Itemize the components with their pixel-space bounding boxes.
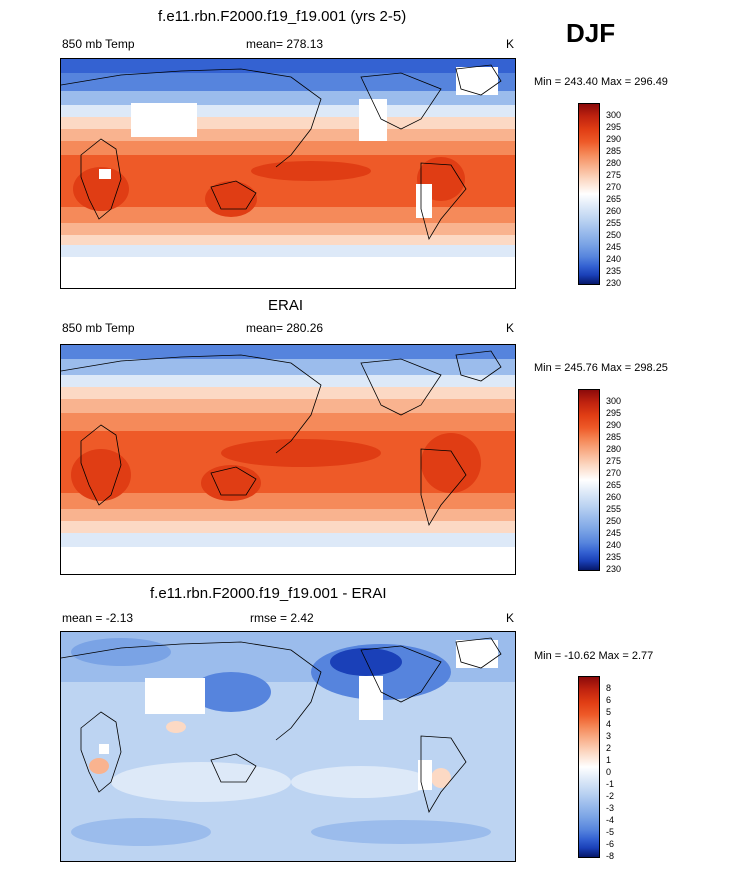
- panel-2-colorbar-scale: [578, 389, 600, 571]
- panel-1-mean-label: mean= 278.13: [246, 37, 324, 51]
- panel-2-colorbar-tick: 255: [606, 504, 622, 514]
- panel-2-colorbar-tick: 270: [606, 468, 622, 478]
- panel-3-colorbar-tick: 0: [606, 767, 612, 777]
- panel-3-colorbar-tick: -6: [606, 839, 615, 849]
- season-label: DJF: [566, 18, 616, 48]
- panel-2-units-label: K: [506, 321, 515, 335]
- panel-1-minmax-label: Min = 243.40 Max = 296.49: [534, 76, 668, 88]
- panel-3-colorbar-tick: -8: [606, 851, 615, 861]
- panel-3-colorbar-tick: 4: [606, 719, 612, 729]
- panel-3-colorbar-tick: 1: [606, 755, 612, 765]
- panel-1-colorbar-tick: 285: [606, 146, 622, 156]
- panel-1-map: [60, 58, 516, 289]
- panel-3-colorbar: 8 6 5 4 3 2 1 0 -1 -2 -3 -4 -5 -6 -8: [578, 676, 658, 861]
- panel-2-mean-label: mean= 280.26: [246, 321, 324, 335]
- panel-1-colorbar-scale: [578, 103, 600, 285]
- panel-2-minmax-label: Min = 245.76 Max = 298.25: [534, 362, 668, 374]
- panel-3-difference-field: [61, 632, 515, 861]
- panel-3-minmax-label: Min = -10.62 Max = 2.77: [534, 650, 654, 662]
- panel-2-colorbar-tick: 260: [606, 492, 622, 502]
- panel-1-colorbar-tick: 235: [606, 266, 622, 276]
- panel-1-colorbar-tick: 255: [606, 218, 622, 228]
- panel-3-colorbar-tick: -3: [606, 803, 615, 813]
- panel-1-colorbar-tick: 240: [606, 254, 622, 264]
- panel-1-colorbar-tick: 250: [606, 230, 622, 240]
- panel-1-units-label: K: [506, 37, 515, 51]
- panel-2-colorbar-tick: 280: [606, 444, 622, 454]
- panel-2-title: ERAI: [268, 297, 304, 314]
- panel-3-title: f.e11.rbn.F2000.f19_f19.001 - ERAI: [150, 585, 387, 602]
- panel-2-colorbar-tick: 290: [606, 420, 622, 430]
- panel-2-colorbar-tick: 235: [606, 552, 622, 562]
- panel-1-colorbar-tick: 265: [606, 194, 622, 204]
- panel-1-colorbar-tick: 280: [606, 158, 622, 168]
- panel-1-colorbar-tick: 230: [606, 278, 622, 288]
- panel-1-colorbar: 300 295 290 285 280 275 270 265 260 255 …: [578, 103, 658, 288]
- panel-3-colorbar-tick: 5: [606, 707, 612, 717]
- panel-3-colorbar-tick: -2: [606, 791, 615, 801]
- panel-2-temperature-field: [61, 345, 515, 574]
- panel-1-colorbar-tick: 260: [606, 206, 622, 216]
- panel-3-colorbar-tick: -1: [606, 779, 615, 789]
- panel-2-colorbar-tick: 245: [606, 528, 622, 538]
- panel-1-variable-label: 850 mb Temp: [62, 37, 135, 51]
- panel-1-title: f.e11.rbn.F2000.f19_f19.001 (yrs 2-5): [158, 8, 407, 25]
- panel-3-map: [60, 631, 516, 862]
- panel-2-colorbar-tick: 285: [606, 432, 622, 442]
- panel-2-colorbar-tick: 295: [606, 408, 622, 418]
- panel-3-colorbar-tick: 2: [606, 743, 612, 753]
- panel-1-colorbar-tick: 275: [606, 170, 622, 180]
- panel-2-colorbar-tick: 265: [606, 480, 622, 490]
- panel-2-colorbar-tick: 240: [606, 540, 622, 550]
- panel-1-temperature-field: [61, 59, 515, 288]
- panel-3-colorbar-tick: 3: [606, 731, 612, 741]
- panel-1-colorbar-tick: 245: [606, 242, 622, 252]
- panel-2-colorbar-tick: 275: [606, 456, 622, 466]
- panel-2-colorbar-tick: 300: [606, 396, 622, 406]
- panel-2-colorbar-tick: 250: [606, 516, 622, 526]
- panel-3-colorbar-scale: [578, 676, 600, 858]
- panel-1-colorbar-tick: 290: [606, 134, 622, 144]
- panel-3-colorbar-tick: 6: [606, 695, 612, 705]
- panel-3-colorbar-tick: -5: [606, 827, 615, 837]
- panel-3-colorbar-tick: -4: [606, 815, 615, 825]
- panel-1-colorbar-tick: 270: [606, 182, 622, 192]
- panel-3-units-label: K: [506, 611, 515, 625]
- panel-2-map: [60, 344, 516, 575]
- panel-3-rmse-label: rmse = 2.42: [250, 611, 314, 625]
- panel-2-variable-label: 850 mb Temp: [62, 321, 135, 335]
- panel-1-colorbar-tick: 300: [606, 110, 622, 120]
- panel-3-colorbar-tick: 8: [606, 683, 612, 693]
- panel-3-mean-label: mean = -2.13: [62, 611, 134, 625]
- panel-1-colorbar-tick: 295: [606, 122, 622, 132]
- panel-2-colorbar: 300 295 290 285 280 275 270 265 260 255 …: [578, 389, 658, 574]
- panel-2-colorbar-tick: 230: [606, 564, 622, 574]
